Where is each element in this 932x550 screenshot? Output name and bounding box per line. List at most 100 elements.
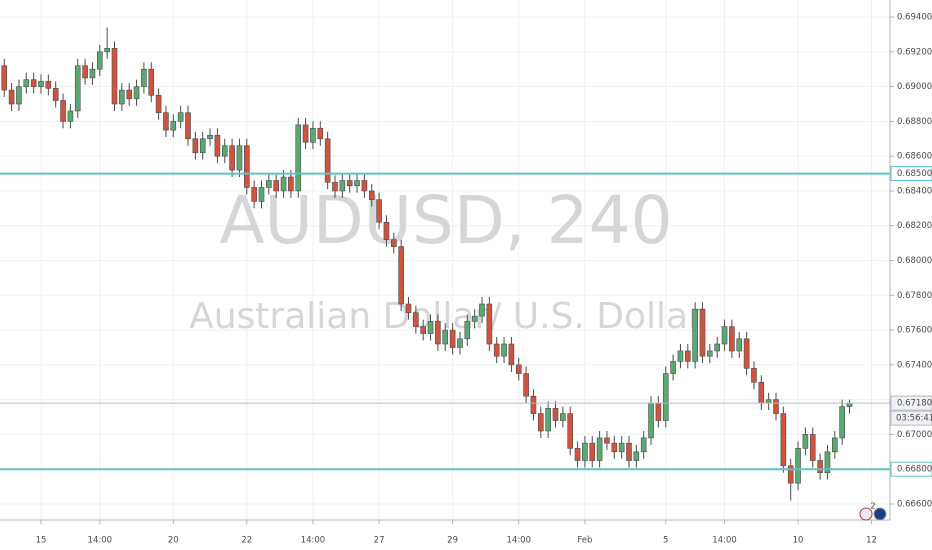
candle-body [604, 437, 610, 444]
y-tick-label: 0.68000 [897, 256, 932, 266]
x-tick-label: 14:00 [712, 536, 737, 546]
y-tick-label: 0.68400 [897, 186, 932, 196]
candle-body [560, 413, 566, 421]
candle-body [501, 343, 507, 357]
candle-body [236, 145, 243, 171]
candle-body [699, 308, 706, 357]
countdown-label: 03:56:41 [896, 414, 932, 424]
candle-body [743, 338, 750, 369]
candle-body [677, 350, 684, 362]
candle-body [611, 442, 618, 453]
candle-body [736, 338, 743, 352]
candle-body [170, 121, 177, 131]
candle-body [177, 112, 184, 122]
candle-body [574, 448, 581, 461]
y-tick-label: 0.67000 [897, 430, 932, 440]
candle-body [545, 408, 551, 432]
candle-body [589, 442, 596, 461]
flag-us [859, 507, 873, 521]
candle-body [405, 303, 412, 313]
y-tick-label: 0.67800 [897, 291, 932, 301]
candle-body [368, 190, 375, 200]
price-tag-label: 0.68500 [897, 169, 932, 179]
candle-body [692, 308, 698, 362]
candle-body [244, 145, 250, 188]
candle-body [795, 448, 801, 484]
candle-body [8, 89, 15, 105]
candle-body [23, 79, 30, 87]
candle-body [670, 361, 676, 374]
candle-body [523, 373, 529, 397]
x-tick-label: 27 [374, 536, 385, 546]
candle-body [486, 303, 493, 345]
candle-body [530, 395, 537, 414]
candle-body [74, 65, 81, 112]
candle-body [251, 187, 257, 202]
candle-body [442, 329, 449, 345]
candle-body [567, 413, 574, 449]
candle-body [221, 145, 228, 157]
candle-body [493, 343, 500, 357]
candle-body [707, 350, 713, 357]
candle-body [802, 434, 809, 449]
candle-body [662, 373, 669, 421]
x-tick-label: 22 [241, 536, 252, 546]
candle-body [16, 86, 22, 105]
candle-body [471, 315, 478, 322]
candle-body [376, 199, 382, 223]
candle-body [89, 68, 96, 79]
candle-body [640, 437, 647, 453]
y-tick-label: 0.69000 [897, 82, 932, 92]
candle-body [280, 176, 287, 192]
candle-body [192, 138, 199, 153]
candle-body [596, 437, 603, 461]
overlay [0, 172, 890, 471]
countdown-box [890, 410, 932, 426]
candle-body [537, 413, 544, 432]
candle-body [457, 338, 463, 348]
candle-body [119, 89, 125, 105]
x-tick-label: 12 [866, 536, 877, 546]
candle-body [111, 48, 118, 105]
x-tick-label: 14:00 [507, 536, 532, 546]
candle-body [97, 51, 103, 70]
candle-body [449, 329, 456, 348]
price-tag-label: 0.67180 [897, 399, 932, 409]
candle-body [346, 180, 353, 187]
candle-body [324, 138, 331, 183]
x-tick-label: 15 [36, 536, 47, 546]
currency-badge[interactable]: 2 [859, 502, 887, 521]
candle-body [839, 406, 845, 439]
candle-body [626, 442, 632, 461]
price-tag [890, 395, 932, 411]
grid [0, 0, 890, 520]
candle-body [185, 112, 191, 140]
y-tick-label: 0.66600 [897, 500, 932, 510]
x-tick-label: 20 [168, 536, 179, 546]
candle-body [273, 180, 280, 192]
x-tick-label: 29 [447, 536, 458, 546]
candle-body [38, 81, 44, 87]
candle-body [1, 65, 8, 91]
candle-body [295, 124, 302, 192]
candle-body [332, 181, 338, 192]
candle-body [310, 128, 316, 143]
candle-body [824, 451, 831, 473]
candle-body [582, 442, 588, 461]
candle-body [773, 399, 779, 414]
candle-body [684, 350, 691, 362]
x-tick-label: 10 [793, 536, 804, 546]
y-tick-label: 0.68600 [897, 152, 932, 162]
candle-body [207, 135, 213, 140]
x-tick-label: 14:00 [301, 536, 326, 546]
y-tick-label: 0.67400 [897, 360, 932, 370]
y-tick-label: 0.68800 [897, 117, 932, 127]
y-tick-label: 0.69200 [897, 47, 932, 57]
candle-body [464, 321, 471, 340]
candle-body [163, 112, 169, 131]
candle-body [317, 128, 324, 140]
y-tick-label: 0.68200 [897, 221, 932, 231]
price-tag-label: 0.66800 [897, 465, 932, 475]
